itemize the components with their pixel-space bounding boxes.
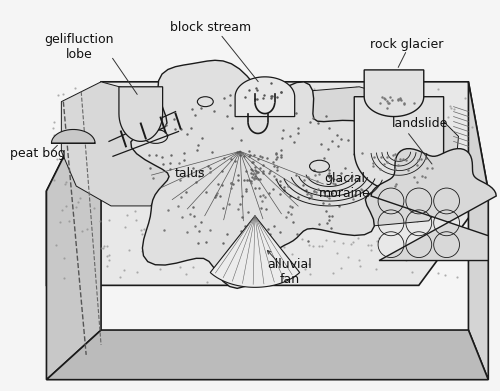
Polygon shape: [210, 216, 300, 287]
Polygon shape: [46, 82, 488, 285]
Text: peat bog: peat bog: [10, 147, 66, 160]
Polygon shape: [294, 87, 458, 226]
Polygon shape: [371, 149, 496, 260]
Polygon shape: [131, 60, 414, 288]
Text: glacial
moraine: glacial moraine: [318, 172, 370, 200]
Polygon shape: [354, 97, 444, 191]
Text: talus: talus: [175, 167, 206, 179]
Polygon shape: [364, 70, 424, 117]
Polygon shape: [62, 82, 176, 206]
Text: landslide: landslide: [392, 117, 448, 130]
Polygon shape: [235, 77, 294, 117]
Polygon shape: [119, 87, 162, 141]
Text: rock glacier: rock glacier: [370, 38, 444, 50]
Polygon shape: [46, 82, 101, 380]
Polygon shape: [52, 129, 95, 143]
Text: gelifluction
lobe: gelifluction lobe: [44, 33, 114, 61]
Text: alluvial
fan: alluvial fan: [268, 258, 312, 287]
Polygon shape: [468, 82, 488, 380]
Text: block stream: block stream: [170, 21, 251, 34]
Polygon shape: [46, 330, 488, 380]
